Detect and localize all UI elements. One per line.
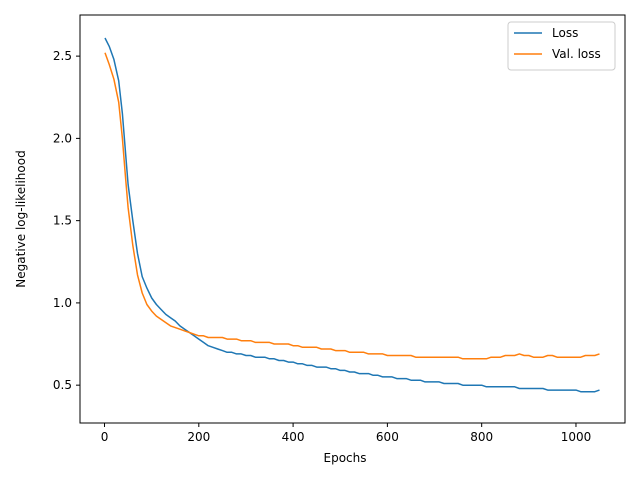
x-tick-label: 1000 [561,430,592,444]
y-axis-label: Negative log-likelihood [14,150,28,287]
x-axis: 0 200 400 600 800 1000 [101,423,592,444]
y-tick-label: 0.5 [53,378,72,392]
y-tick-label: 2.5 [53,49,72,63]
series-layer [104,37,600,393]
y-tick-label: 2.0 [53,131,72,145]
series-line-loss [104,37,600,393]
legend-entry-label: Loss [552,26,578,40]
legend-entry-label: Val. loss [552,47,601,61]
x-tick-label: 800 [470,430,493,444]
plot-frame [79,14,626,424]
x-tick-label: 400 [282,430,305,444]
y-tick-label: 1.0 [53,296,72,310]
x-axis-label: Epochs [324,451,367,465]
x-tick-label: 0 [101,430,109,444]
y-tick-label: 1.5 [53,214,72,228]
x-tick-label: 200 [187,430,210,444]
x-tick-label: 600 [376,430,399,444]
y-axis: 0.5 1.0 1.5 2.0 2.5 [53,49,80,392]
legend: Loss Val. loss [507,21,616,71]
legend-box [507,21,616,71]
series-line-val-loss [104,52,600,360]
